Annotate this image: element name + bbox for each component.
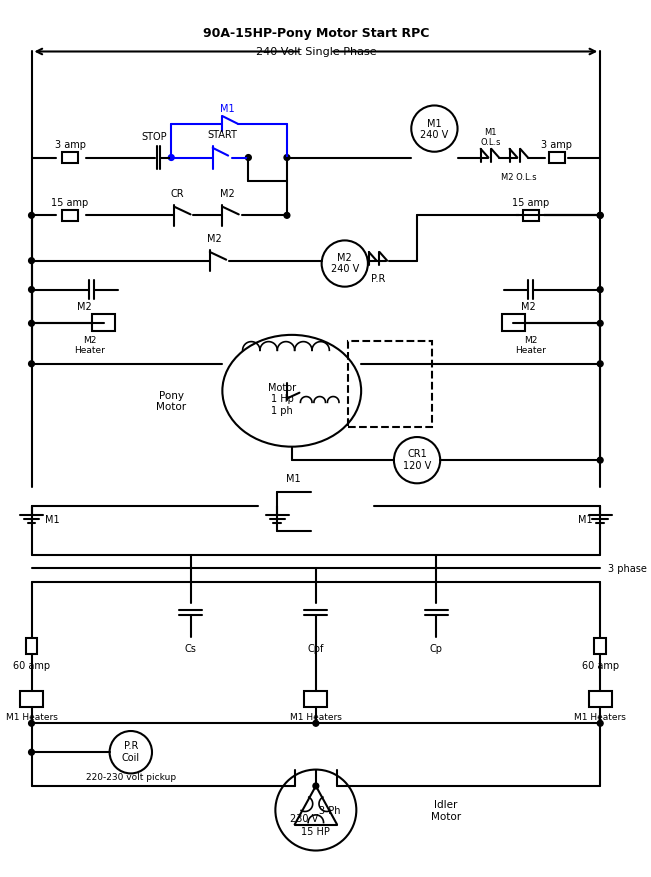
Text: CR1: CR1 [407,449,427,459]
Circle shape [284,155,290,161]
Circle shape [598,288,603,293]
Text: M1 Heaters: M1 Heaters [6,712,57,721]
Circle shape [29,361,35,367]
Circle shape [598,213,603,219]
Text: Motor
1 Hp
1 ph: Motor 1 Hp 1 ph [268,382,296,416]
Text: 15 amp: 15 amp [51,197,89,208]
Circle shape [109,731,152,774]
Circle shape [598,321,603,327]
Bar [26,638,37,654]
Bar [549,153,564,164]
Circle shape [313,783,319,789]
Circle shape [313,721,319,726]
Text: Idler
Motor: Idler Motor [431,799,461,821]
Text: 15 HP: 15 HP [301,826,330,837]
Text: STOP: STOP [141,132,167,142]
Text: M2: M2 [521,302,535,311]
Text: Cp: Cp [430,644,443,653]
Text: 240 Volt Single Phase: 240 Volt Single Phase [256,47,376,57]
Text: 3 phase: 3 phase [608,564,647,574]
Text: M2: M2 [77,302,92,311]
Circle shape [284,213,290,219]
Text: M2: M2 [337,253,352,262]
Text: M1 Heaters: M1 Heaters [290,712,342,721]
Text: 60 amp: 60 amp [581,660,618,670]
Circle shape [322,241,368,288]
Text: M1: M1 [220,104,234,114]
Circle shape [275,770,356,851]
Bar [589,692,612,707]
Text: Cs: Cs [185,644,197,653]
Text: M1: M1 [579,515,593,524]
Text: Cpf: Cpf [308,644,324,653]
Text: Coil: Coil [122,752,140,762]
Text: 240 V: 240 V [421,131,449,140]
Text: Pony
Motor: Pony Motor [156,390,186,411]
Circle shape [29,213,35,219]
Text: 3 amp: 3 amp [542,139,572,150]
Text: 220-230 volt pickup: 220-230 volt pickup [86,772,176,781]
Text: M1 Heaters: M1 Heaters [574,712,626,721]
Text: 3 amp: 3 amp [55,139,85,150]
Text: 230 V: 230 V [290,813,318,823]
Text: M2: M2 [220,189,234,199]
Circle shape [598,213,603,219]
Text: P.R: P.R [371,274,385,283]
Circle shape [245,155,251,161]
Bar [20,692,43,707]
Circle shape [29,721,35,726]
Bar [304,692,327,707]
Text: CR: CR [171,189,184,199]
Bar [502,314,525,332]
Circle shape [29,321,35,327]
Circle shape [598,721,603,726]
Text: 120 V: 120 V [403,460,431,470]
Bar [348,341,432,428]
Text: 60 amp: 60 amp [13,660,50,670]
Ellipse shape [223,336,361,447]
Bar [62,153,77,164]
Text: M1: M1 [46,515,60,524]
Text: M1
O.L.s: M1 O.L.s [480,127,501,146]
Circle shape [411,106,458,153]
Circle shape [598,361,603,367]
Text: 90A-15HP-Pony Motor Start RPC: 90A-15HP-Pony Motor Start RPC [202,26,429,39]
Bar [62,210,77,222]
Circle shape [29,750,35,755]
Bar [594,638,606,654]
Text: M2: M2 [207,234,222,244]
Circle shape [169,155,174,161]
Text: START: START [208,131,238,140]
Text: M2
Heater: M2 Heater [516,335,546,355]
Bar [92,314,115,332]
Bar [523,210,538,222]
Text: M1: M1 [427,118,442,129]
Text: M2
Heater: M2 Heater [74,335,105,355]
Circle shape [29,288,35,293]
Circle shape [394,438,440,484]
Text: M1: M1 [286,473,301,483]
Text: M2 O.L.s: M2 O.L.s [501,173,537,182]
Text: 3 Ph: 3 Ph [318,805,340,815]
Circle shape [598,458,603,464]
Text: 15 amp: 15 amp [512,197,549,208]
Circle shape [29,259,35,264]
Text: 240 V: 240 V [331,264,359,274]
Text: P.R: P.R [124,741,138,751]
